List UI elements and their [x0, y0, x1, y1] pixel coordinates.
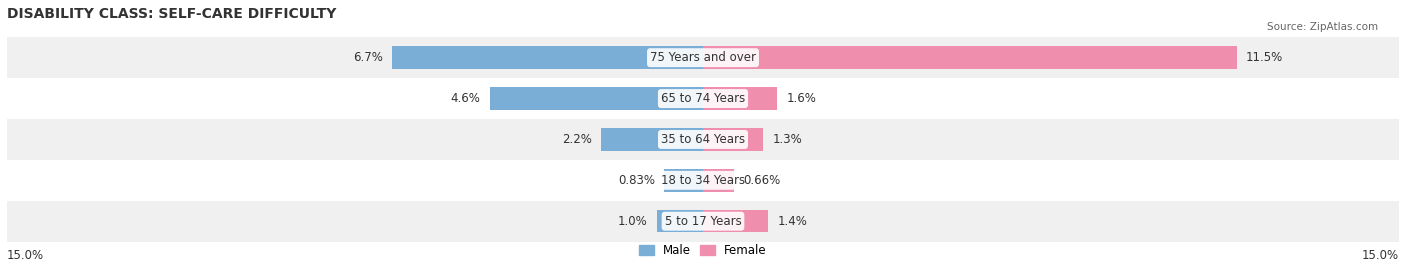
Bar	[600, 128, 703, 151]
Text: DISABILITY CLASS: SELF-CARE DIFFICULTY: DISABILITY CLASS: SELF-CARE DIFFICULTY	[7, 7, 336, 21]
Bar	[665, 169, 703, 192]
Text: Source: ZipAtlas.com: Source: ZipAtlas.com	[1267, 22, 1378, 31]
Bar	[7, 160, 1399, 201]
Text: 5 to 17 Years: 5 to 17 Years	[665, 215, 741, 228]
Text: 1.0%: 1.0%	[617, 215, 647, 228]
Text: 0.83%: 0.83%	[619, 174, 655, 187]
Text: 11.5%: 11.5%	[1246, 51, 1284, 64]
Bar	[703, 169, 734, 192]
Bar	[7, 201, 1399, 242]
Bar	[7, 119, 1399, 160]
Bar	[392, 47, 703, 69]
Text: 1.3%: 1.3%	[773, 133, 803, 146]
Text: 1.6%: 1.6%	[786, 92, 817, 105]
Text: 65 to 74 Years: 65 to 74 Years	[661, 92, 745, 105]
Text: 4.6%: 4.6%	[450, 92, 481, 105]
Bar	[7, 37, 1399, 78]
Bar	[703, 47, 1237, 69]
Text: 1.4%: 1.4%	[778, 215, 807, 228]
Text: 6.7%: 6.7%	[353, 51, 382, 64]
Bar	[7, 78, 1399, 119]
Bar	[703, 210, 768, 232]
Bar	[489, 87, 703, 110]
Text: 15.0%: 15.0%	[7, 249, 44, 262]
Bar	[703, 87, 778, 110]
Text: 15.0%: 15.0%	[1362, 249, 1399, 262]
Text: 35 to 64 Years: 35 to 64 Years	[661, 133, 745, 146]
Text: 75 Years and over: 75 Years and over	[650, 51, 756, 64]
Bar	[657, 210, 703, 232]
Text: 18 to 34 Years: 18 to 34 Years	[661, 174, 745, 187]
Text: 0.66%: 0.66%	[742, 174, 780, 187]
Bar	[703, 128, 763, 151]
Legend: Male, Female: Male, Female	[634, 239, 772, 261]
Text: 2.2%: 2.2%	[562, 133, 592, 146]
